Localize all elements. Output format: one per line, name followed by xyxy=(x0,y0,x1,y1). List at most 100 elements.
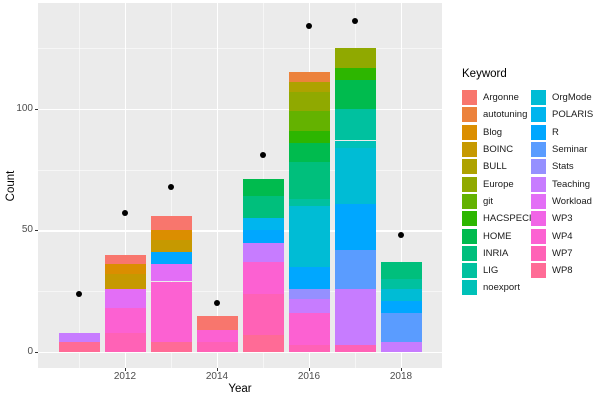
legend-label-WP4: WP4 xyxy=(552,230,573,242)
legend-item-BULL: BULL xyxy=(460,158,529,175)
bar-segment-2016-BULL xyxy=(288,82,330,92)
bar-segment-2018-OrgMode xyxy=(380,288,422,301)
legend-label-HOME: HOME xyxy=(483,230,512,242)
legend-swatch-git xyxy=(462,193,477,209)
bar-segment-2013-R xyxy=(150,252,192,265)
legend-label-HACSPECIS: HACSPECIS xyxy=(483,213,538,225)
scatter-point-2018 xyxy=(398,232,404,239)
bar-segment-2018-Seminar xyxy=(380,313,422,343)
legend-item-WP3: WP3 xyxy=(529,210,598,227)
legend-item-Teaching: Teaching xyxy=(529,175,598,192)
legend-swatch-Blog xyxy=(462,124,477,140)
gridline-major-y xyxy=(38,352,442,354)
legend-swatch-Argonne xyxy=(462,90,477,106)
y-tick-label: 50 xyxy=(21,224,33,236)
y-axis-title: Count xyxy=(5,170,17,202)
legend-item-HOME: HOME xyxy=(460,227,529,244)
y-tick-label: 100 xyxy=(16,102,33,114)
x-tick-label: 2014 xyxy=(205,371,229,382)
scatter-point-2011 xyxy=(76,290,82,297)
bar-segment-2016-WP4 xyxy=(288,313,330,345)
legend-swatch-Europe xyxy=(462,176,477,192)
legend-label-Argonne: Argonne xyxy=(483,92,519,104)
x-axis-title: Year xyxy=(228,383,252,395)
bar-segment-2015-Teaching xyxy=(242,242,284,263)
bar-segment-2012-WP7 xyxy=(104,332,146,352)
legend-swatch-autotuning xyxy=(462,107,477,123)
bar-segment-2013-WP8 xyxy=(150,342,192,352)
bar-segment-2015-R xyxy=(242,230,284,243)
bar-segment-2012-Workload xyxy=(104,288,146,309)
bar-segment-2013-WP4 xyxy=(150,281,192,343)
legend-label-Teaching: Teaching xyxy=(552,178,591,190)
scatter-point-2017 xyxy=(352,18,358,25)
gridline-minor-y xyxy=(38,291,442,293)
legend-item-Workload: Workload xyxy=(529,193,598,210)
legend-item-Stats: Stats xyxy=(529,158,598,175)
bar-segment-2015-INRIA xyxy=(242,196,284,219)
bar-segment-2018-INRIA xyxy=(380,262,422,280)
bar-segment-2012-Argonne xyxy=(104,254,146,265)
legend-item-HACSPECIS: HACSPECIS xyxy=(460,210,538,227)
legend-swatch-WP4 xyxy=(531,228,546,244)
scatter-point-2013 xyxy=(168,183,174,190)
legend-swatch-R xyxy=(531,124,546,140)
legend-swatch-WP8 xyxy=(531,263,546,279)
legend-item-LIG: LIG xyxy=(460,262,529,279)
legend-label-R: R xyxy=(552,126,559,138)
legend-swatch-HACSPECIS xyxy=(462,211,477,227)
legend-label-INRIA: INRIA xyxy=(483,247,509,259)
plot-panel xyxy=(38,3,442,368)
bar-segment-2018-LIG xyxy=(380,279,422,289)
legend-swatch-Seminar xyxy=(531,142,546,158)
bar-segment-2015-HOME xyxy=(242,179,284,197)
legend-label-LIG: LIG xyxy=(483,265,499,277)
legend-swatch-BOINC xyxy=(462,142,477,158)
legend-swatch-WP7 xyxy=(531,245,546,261)
legend-swatch-Stats xyxy=(531,159,546,175)
legend-title: Keyword xyxy=(462,68,507,80)
legend-label-Europe: Europe xyxy=(483,178,514,190)
bar-segment-2015-POLARIS xyxy=(242,218,284,231)
gridline-major-x xyxy=(125,3,127,368)
bar-segment-2016-Stats xyxy=(288,288,330,299)
legend-item-OrgMode: OrgMode xyxy=(529,89,598,106)
x-tick-label: 2018 xyxy=(389,371,413,382)
gridline-minor-y xyxy=(38,169,442,171)
scatter-point-2012 xyxy=(122,210,128,217)
legend-label-Workload: Workload xyxy=(552,195,592,207)
legend-item-Blog: Blog xyxy=(460,124,529,141)
y-tick-mark xyxy=(35,230,38,232)
bar-segment-2013-Argonne xyxy=(150,215,192,231)
legend-swatch-INRIA xyxy=(462,245,477,261)
bar-segment-2016-HOME xyxy=(288,142,330,163)
legend-swatch-WP3 xyxy=(531,211,546,227)
scatter-point-2016 xyxy=(306,23,312,30)
legend-swatch-BULL xyxy=(462,159,477,175)
x-tick-mark xyxy=(309,368,310,371)
bar-segment-2016-WP7 xyxy=(288,344,330,352)
bar-segment-2012-BOINC xyxy=(104,274,146,289)
legend-swatch-LIG xyxy=(462,263,477,279)
legend-item-INRIA: INRIA xyxy=(460,245,529,262)
legend-item-WP4: WP4 xyxy=(529,227,598,244)
bar-segment-2017-noexport xyxy=(334,140,376,148)
gridline-major-y xyxy=(38,230,442,232)
bar-segment-2015-WP7 xyxy=(242,293,284,335)
bar-segment-2015-WP8 xyxy=(242,334,284,352)
bar-segment-2017-R xyxy=(334,203,376,250)
bar-segment-2016-Europe xyxy=(288,91,330,112)
legend-label-POLARIS: POLARIS xyxy=(552,109,594,121)
scatter-point-2014 xyxy=(214,300,220,307)
legend-label-BOINC: BOINC xyxy=(483,144,514,156)
bar-segment-2013-Blog xyxy=(150,230,192,241)
legend-columns: Argonne autotuning Blog BOINC BULL Europe git H… xyxy=(460,89,598,297)
bar-segment-2014-WP4 xyxy=(196,330,238,343)
bar-segment-2013-Workload xyxy=(150,264,192,282)
legend-label-WP3: WP3 xyxy=(552,213,573,225)
legend-item-Argonne: Argonne xyxy=(460,89,529,106)
bar-segment-2017-OrgMode xyxy=(334,147,376,204)
legend-label-Blog: Blog xyxy=(483,126,503,138)
legend-swatch-HOME xyxy=(462,228,477,244)
